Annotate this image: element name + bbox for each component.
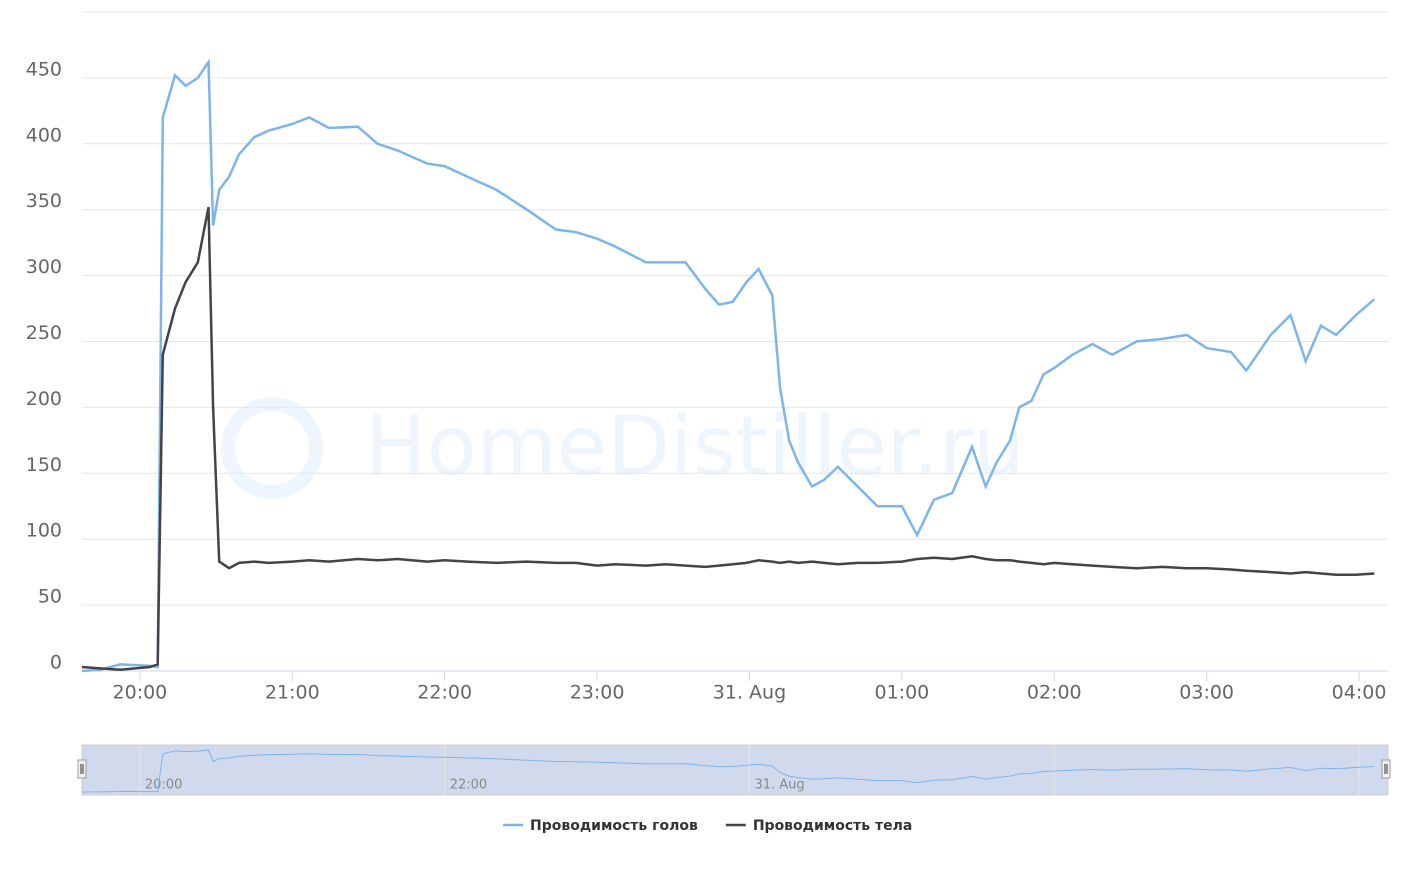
y-tick-label: 350 <box>26 190 62 212</box>
navigator-mask <box>81 744 1389 796</box>
y-tick-label: 0 <box>50 652 62 674</box>
navigator-handle <box>1381 759 1391 779</box>
line-series <box>81 206 1375 671</box>
y-tick-label: 250 <box>26 322 62 344</box>
watermark-logo <box>221 397 323 499</box>
x-tick-label: 23:00 <box>570 682 625 704</box>
y-tick-label: 100 <box>26 520 62 542</box>
legend-label: Проводимость голов <box>530 818 698 834</box>
y-tick-label: 400 <box>26 124 62 146</box>
x-tick-label: 21:00 <box>265 682 320 704</box>
x-tick-label: 20:00 <box>113 682 168 704</box>
y-tick-label: 150 <box>26 454 62 476</box>
navigator-tick-label: 31. Aug <box>754 778 804 793</box>
x-tick-label: 02:00 <box>1027 682 1082 704</box>
navigator-tick-label: 22:00 <box>450 778 487 793</box>
y-tick-label: 50 <box>38 586 62 608</box>
line-series <box>81 58 1376 673</box>
x-tick-label: 01:00 <box>874 682 929 704</box>
watermark-text: HomeDistiller.ru <box>365 399 1025 494</box>
x-tick-label: 03:00 <box>1179 682 1234 704</box>
x-tick-label: 22:00 <box>417 682 472 704</box>
navigator-tick-label: 20:00 <box>145 778 182 793</box>
navigator-handle <box>77 759 87 779</box>
legend-label: Проводимость тела <box>753 818 912 834</box>
x-tick-label: 04:00 <box>1332 682 1387 704</box>
y-tick-label: 450 <box>26 58 62 80</box>
watermark: HomeDistiller.ru <box>221 397 1025 499</box>
y-tick-label: 200 <box>26 388 62 410</box>
navigator-series <box>81 749 1375 793</box>
x-tick-label: 31. Aug <box>713 682 786 704</box>
y-tick-label: 300 <box>26 256 62 278</box>
